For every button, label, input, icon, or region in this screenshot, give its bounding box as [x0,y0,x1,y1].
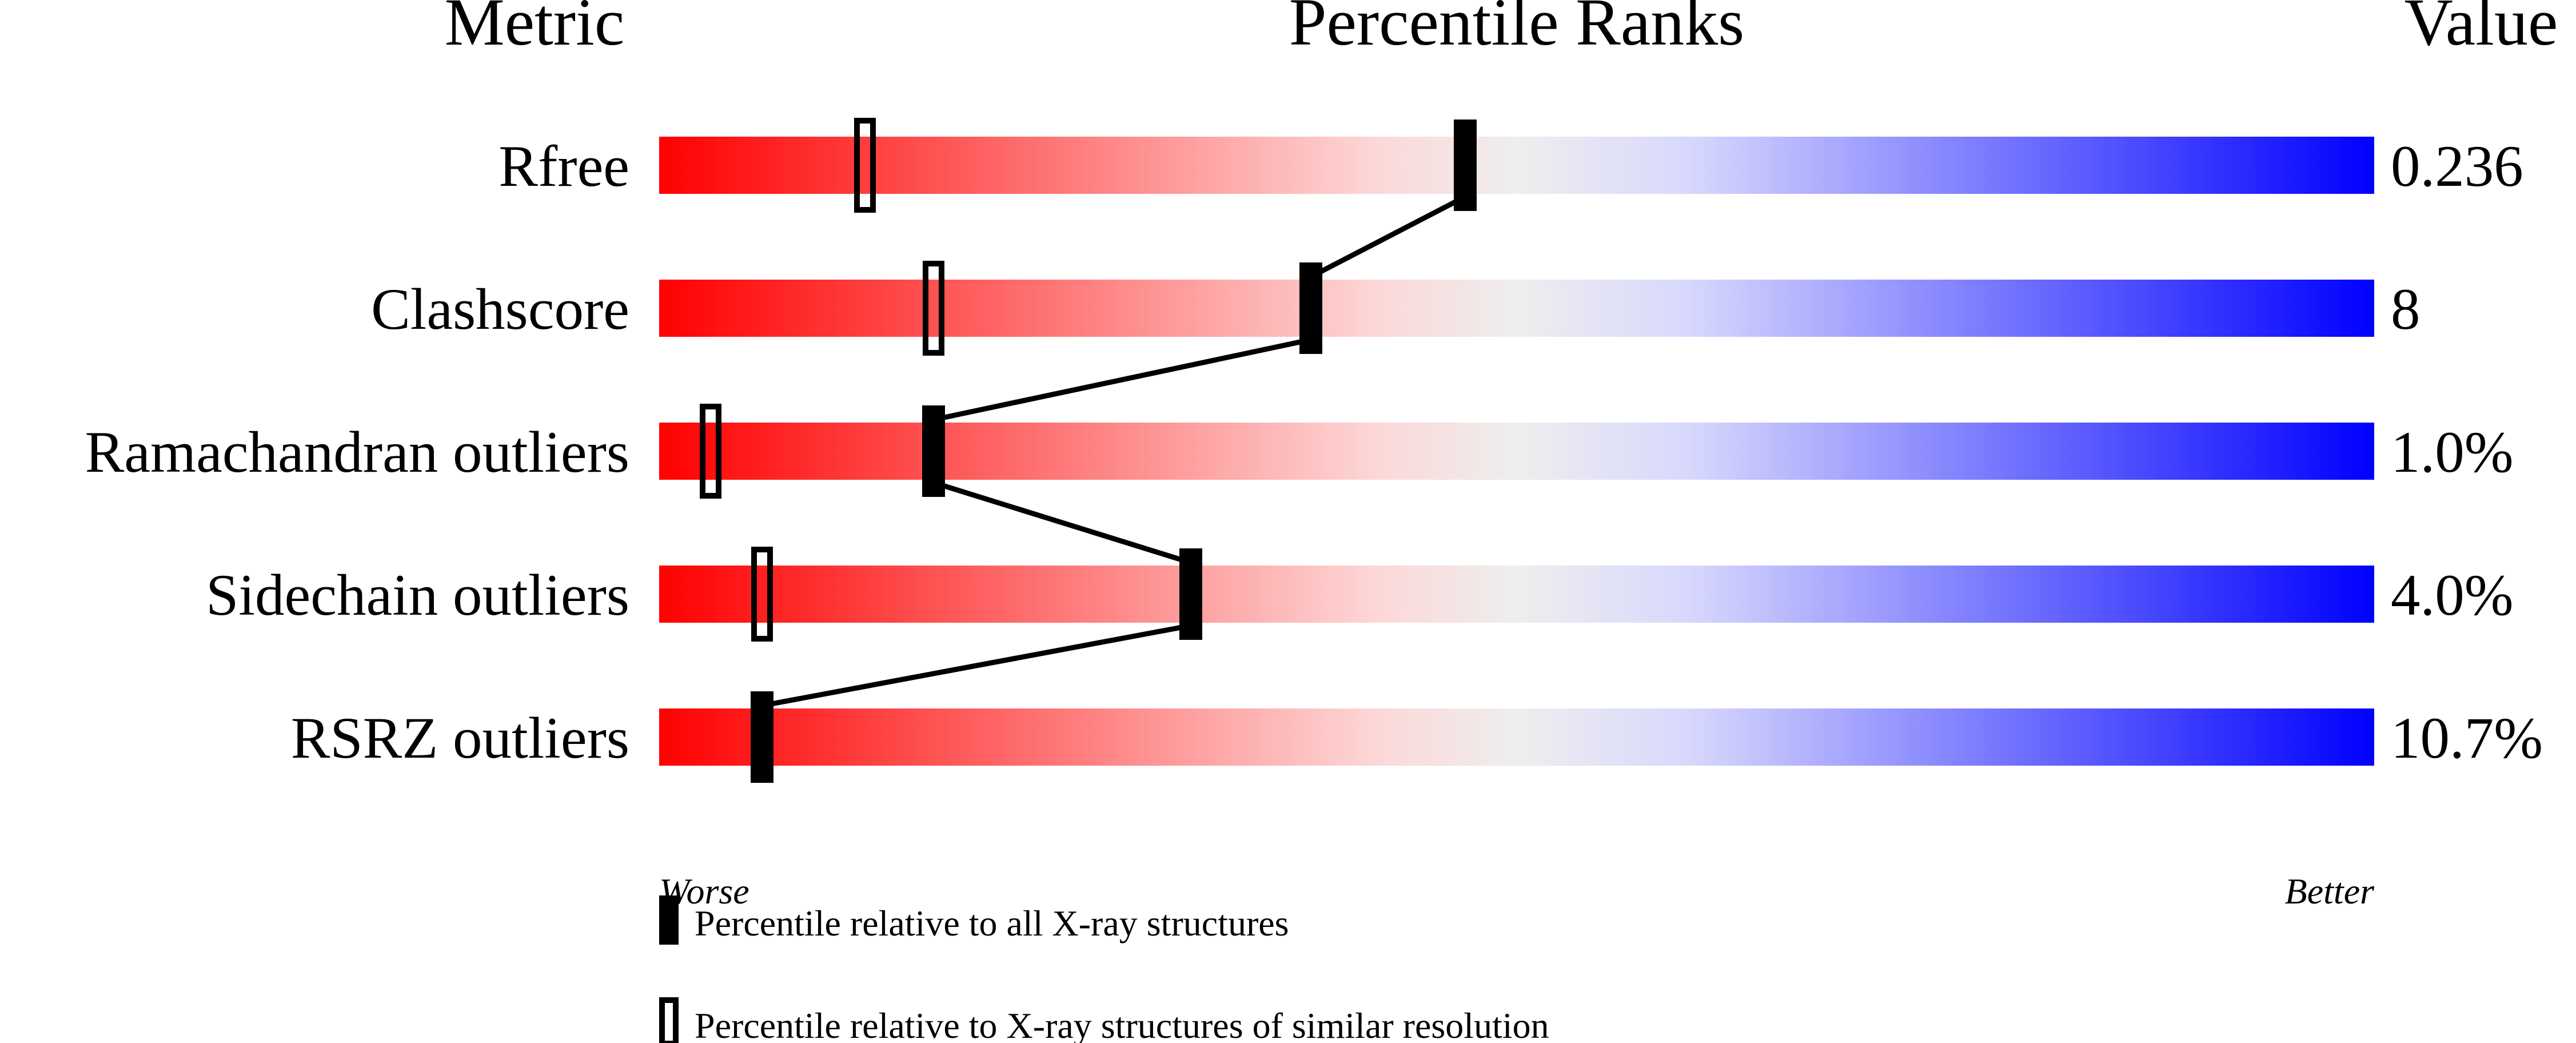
all-structures-marker [922,405,945,497]
metric-row: Rfree 0.236 [499,134,2523,199]
axis-better-label: Better [2285,871,2375,911]
metric-row: Ramachandran outliers 1.0% [85,420,2514,485]
metric-value: 8 [2391,277,2421,342]
metric-label: Rfree [499,134,629,199]
metric-label: Sidechain outliers [206,563,629,628]
all-structures-marker [751,691,773,783]
all-structures-marker [1299,262,1322,354]
all-structures-marker [1179,548,1202,640]
metric-value: 0.236 [2391,134,2523,199]
header-metric: Metric [445,0,625,59]
similar-resolution-marker [923,261,944,356]
metric-rows: Rfree 0.236 Clashscore 8 Ramachandran outlie… [85,134,2543,771]
legend-open-marker-icon [659,997,679,1043]
metric-value: 10.7% [2391,706,2543,771]
connector-line [761,623,1191,708]
connector-line [933,337,1311,423]
percentile-markers [700,118,1477,783]
metric-row: Clashscore 8 [371,277,2420,342]
legend-open-label: Percentile relative to X-ray structures … [695,1005,1549,1043]
metric-value: 4.0% [2391,563,2514,628]
similar-resolution-marker [751,547,773,642]
all-structures-marker [1454,120,1477,211]
metric-label: RSRZ outliers [291,706,629,771]
metric-row: Sidechain outliers 4.0% [206,563,2513,628]
percentile-bar [659,280,2374,337]
header-value: Value [2404,0,2558,59]
percentile-bar [659,423,2374,480]
connector-line [932,480,1192,566]
percentile-bar [659,566,2374,623]
percentile-bar [659,137,2374,194]
metric-label: Clashscore [371,277,629,342]
header-percentile-ranks: Percentile Ranks [1289,0,1744,59]
legend-filled-marker-icon [659,895,679,945]
metric-row: RSRZ outliers 10.7% [291,706,2543,771]
metric-value: 1.0% [2391,420,2514,485]
similar-resolution-marker [700,404,721,499]
metric-label: Ramachandran outliers [85,420,629,485]
legend-filled-label: Percentile relative to all X-ray structu… [695,903,1289,944]
connector-line [1309,194,1467,279]
connector-lines [761,194,1467,708]
percentile-bar [659,708,2374,766]
similar-resolution-marker [854,118,876,213]
